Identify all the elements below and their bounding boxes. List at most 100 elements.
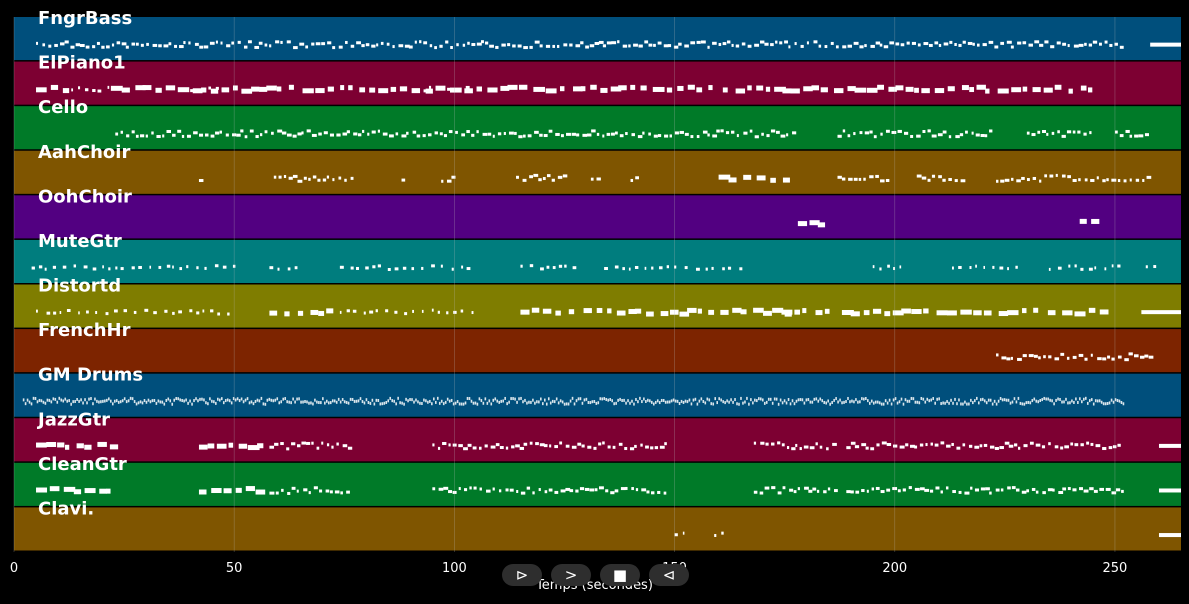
note xyxy=(312,175,317,179)
note xyxy=(46,398,49,402)
note xyxy=(516,400,518,404)
note xyxy=(48,44,52,48)
note xyxy=(789,402,792,406)
note xyxy=(659,266,663,270)
track-lane-cleangtr[interactable] xyxy=(14,462,1181,506)
note xyxy=(811,400,814,404)
note xyxy=(208,86,212,90)
note xyxy=(628,44,631,48)
note xyxy=(764,42,769,46)
note xyxy=(601,397,604,401)
note xyxy=(958,265,962,269)
note xyxy=(1111,357,1115,361)
previous-button[interactable]: ⊲ xyxy=(649,564,689,586)
note xyxy=(1055,173,1058,177)
track-lane-fngrbass[interactable] xyxy=(14,17,1181,61)
note xyxy=(1129,134,1133,138)
note xyxy=(660,398,663,402)
note xyxy=(857,400,859,404)
note xyxy=(1104,402,1107,406)
note xyxy=(283,175,287,179)
note xyxy=(853,177,858,181)
note xyxy=(645,399,647,403)
note xyxy=(708,85,713,91)
note xyxy=(523,442,528,446)
note xyxy=(1015,400,1018,404)
note xyxy=(735,88,746,94)
note xyxy=(543,134,548,138)
note xyxy=(255,489,266,495)
note xyxy=(406,131,409,135)
note xyxy=(258,399,261,403)
note xyxy=(546,265,550,269)
note xyxy=(589,401,592,405)
note xyxy=(908,399,911,403)
note xyxy=(923,308,929,314)
note xyxy=(894,397,897,401)
note xyxy=(610,491,615,495)
play-forward-button[interactable]: ⊳ xyxy=(502,564,542,586)
note xyxy=(659,445,665,449)
note xyxy=(446,397,449,401)
track-lane-jazzgtr[interactable] xyxy=(14,418,1181,462)
note xyxy=(357,399,360,403)
note xyxy=(845,400,847,404)
note xyxy=(1084,357,1088,361)
note xyxy=(482,132,488,136)
note xyxy=(442,442,447,446)
track-lane-frenchhr[interactable] xyxy=(14,329,1181,373)
track-lane-oohchoir[interactable] xyxy=(14,195,1181,239)
note xyxy=(390,86,397,92)
next-button[interactable]: > xyxy=(551,564,591,586)
note xyxy=(429,399,431,403)
note xyxy=(1046,132,1049,136)
note xyxy=(587,445,592,449)
note xyxy=(815,442,818,446)
note xyxy=(999,396,1002,400)
note xyxy=(443,134,447,138)
track-lane-mutegtr[interactable] xyxy=(14,239,1181,283)
note xyxy=(858,177,862,181)
note xyxy=(135,85,146,91)
note xyxy=(286,40,291,44)
note xyxy=(196,266,199,270)
note xyxy=(938,175,942,179)
note xyxy=(452,443,457,447)
note xyxy=(930,398,933,402)
stop-button[interactable]: ■ xyxy=(600,564,640,586)
note xyxy=(197,89,200,93)
note xyxy=(763,401,766,405)
note xyxy=(805,398,808,402)
track-lane-cello[interactable] xyxy=(14,106,1181,150)
track-lane-elpiano1[interactable] xyxy=(14,61,1181,105)
note xyxy=(921,88,930,94)
note xyxy=(897,489,901,493)
track-lane-gm-drums[interactable] xyxy=(14,373,1181,417)
note xyxy=(1142,178,1145,182)
note xyxy=(214,264,219,268)
note xyxy=(1067,44,1070,48)
note xyxy=(414,40,417,44)
note xyxy=(314,398,316,402)
note xyxy=(517,44,522,48)
note xyxy=(593,446,597,450)
note xyxy=(252,402,255,406)
note xyxy=(401,401,403,405)
note xyxy=(651,400,653,404)
note xyxy=(863,397,865,401)
note xyxy=(1111,178,1117,182)
track-lane-clavi[interactable] xyxy=(14,507,1181,551)
note xyxy=(462,402,465,406)
track-lane-aahchoir[interactable] xyxy=(14,150,1181,194)
note xyxy=(1005,398,1008,402)
note xyxy=(885,178,890,182)
note xyxy=(1050,45,1055,49)
note xyxy=(110,399,112,403)
note xyxy=(423,89,428,93)
note xyxy=(594,488,598,492)
track-lane-distortd[interactable] xyxy=(14,284,1181,328)
note xyxy=(746,396,748,400)
note xyxy=(369,401,372,405)
note xyxy=(974,399,976,403)
